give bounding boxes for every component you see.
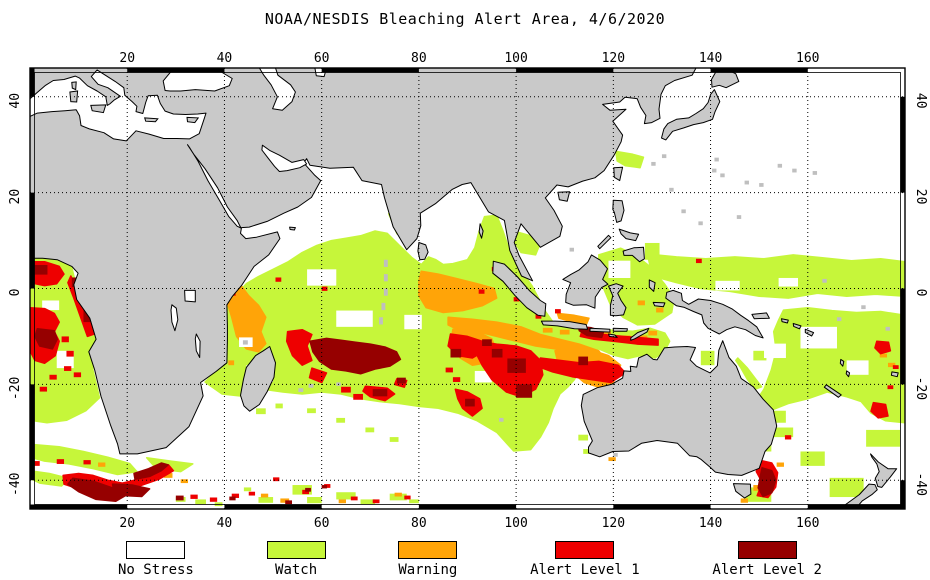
svg-text:20: 20 bbox=[913, 189, 928, 205]
watch-swatch-icon bbox=[266, 541, 326, 559]
page-title: NOAA/NESDIS Bleaching Alert Area, 4/6/20… bbox=[264, 10, 666, 28]
svg-text:-40: -40 bbox=[913, 472, 928, 495]
svg-text:160: 160 bbox=[796, 516, 819, 531]
svg-text:-20: -20 bbox=[8, 377, 23, 400]
svg-text:120: 120 bbox=[602, 516, 625, 531]
legend: No Stress Watch Warning Alert Level 1 Al… bbox=[118, 541, 822, 578]
legend-label: Watch bbox=[275, 562, 318, 578]
svg-text:100: 100 bbox=[504, 516, 527, 531]
svg-text:40: 40 bbox=[8, 93, 23, 109]
legend-item-warning: Warning bbox=[398, 541, 457, 578]
legend-label: No Stress bbox=[118, 562, 194, 578]
svg-text:60: 60 bbox=[314, 516, 330, 531]
svg-text:40: 40 bbox=[913, 93, 928, 109]
legend-item-alert-level-2: Alert Level 2 bbox=[712, 541, 822, 578]
svg-text:80: 80 bbox=[411, 516, 427, 531]
legend-label: Alert Level 2 bbox=[712, 562, 822, 578]
svg-text:140: 140 bbox=[699, 51, 722, 66]
svg-text:0: 0 bbox=[8, 289, 23, 297]
legend-item-alert-level-1: Alert Level 1 bbox=[530, 541, 640, 578]
svg-text:80: 80 bbox=[411, 51, 427, 66]
svg-text:-40: -40 bbox=[8, 472, 23, 495]
svg-text:-20: -20 bbox=[913, 377, 928, 400]
svg-text:0: 0 bbox=[913, 289, 928, 297]
legend-label: Alert Level 1 bbox=[530, 562, 640, 578]
svg-text:60: 60 bbox=[314, 51, 330, 66]
alert-level-2-swatch-icon bbox=[737, 541, 797, 559]
svg-text:160: 160 bbox=[796, 51, 819, 66]
alert-level-1-swatch-icon bbox=[555, 541, 615, 559]
svg-text:20: 20 bbox=[119, 51, 135, 66]
svg-text:140: 140 bbox=[699, 516, 722, 531]
warning-swatch-icon bbox=[398, 541, 458, 559]
svg-text:20: 20 bbox=[8, 189, 23, 205]
svg-text:120: 120 bbox=[602, 51, 625, 66]
svg-text:20: 20 bbox=[119, 516, 135, 531]
legend-item-no-stress: No Stress bbox=[118, 541, 194, 578]
svg-text:40: 40 bbox=[217, 51, 233, 66]
legend-item-watch: Watch bbox=[266, 541, 326, 578]
no-stress-swatch-icon bbox=[126, 541, 186, 559]
svg-text:100: 100 bbox=[504, 51, 527, 66]
svg-text:40: 40 bbox=[217, 516, 233, 531]
legend-label: Warning bbox=[398, 562, 458, 578]
